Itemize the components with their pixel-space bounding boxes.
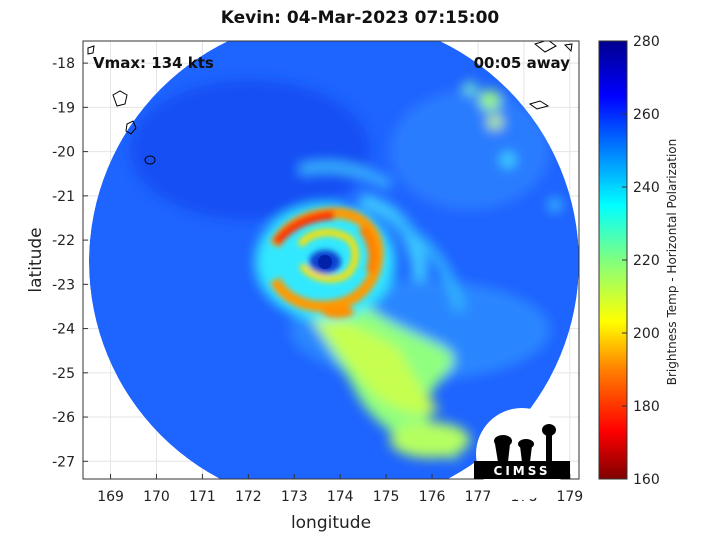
x-tick-label: 169 [97, 489, 124, 505]
y-tick-label: -27 [52, 454, 75, 470]
colorbar-label: Brightness Temp - Horizontal Polarizatio… [665, 139, 679, 386]
x-axis-ticks: 169170171172173174175176177178179 [97, 474, 583, 505]
colorbar-ticks: 280 260 240 220 200 180 160 [622, 34, 660, 488]
colorbar-tick-label: 220 [633, 253, 660, 269]
brightness-temp-swath [87, 41, 579, 479]
chart-title: Kevin: 04-Mar-2023 07:15:00 [220, 8, 500, 28]
y-tick-label: -20 [52, 145, 75, 161]
colorbar-tick-label: 240 [633, 180, 660, 196]
x-tick-label: 172 [235, 489, 262, 505]
y-tick-label: -21 [52, 189, 75, 205]
x-tick-label: 175 [373, 489, 400, 505]
x-tick-label: 174 [327, 489, 354, 505]
y-tick-label: -23 [52, 277, 75, 293]
colorbar-tick-label: 200 [633, 326, 660, 342]
logo-text: CIMSS [494, 464, 551, 478]
x-axis-label: longitude [291, 513, 371, 533]
colorbar-tick-label: 160 [633, 472, 660, 488]
vmax-annotation: Vmax: 134 kts [93, 54, 214, 72]
x-tick-label: 171 [189, 489, 216, 505]
colorbar-tick-label: 180 [633, 399, 660, 415]
x-tick-label: 173 [281, 489, 308, 505]
y-tick-label: -24 [52, 322, 75, 338]
y-axis-ticks: -18 -19 -20 -21 -22 -23 -24 -25 -26 -27 [52, 56, 88, 470]
y-axis-label: latitude [26, 227, 46, 292]
y-tick-label: -25 [52, 366, 75, 382]
x-tick-label: 170 [143, 489, 170, 505]
y-tick-label: -26 [52, 410, 75, 426]
plot-frame [82, 40, 580, 480]
y-tick-label: -19 [52, 100, 75, 116]
colorbar-tick-label: 280 [633, 34, 660, 50]
x-tick-label: 179 [556, 489, 583, 505]
x-tick-label: 176 [419, 489, 446, 505]
x-tick-label: 177 [465, 489, 492, 505]
y-tick-label: -22 [52, 233, 75, 249]
colorbar-tick-label: 260 [633, 107, 660, 123]
y-tick-label: -18 [52, 56, 75, 72]
time-offset-annotation: 00:05 away [474, 54, 571, 72]
cimss-logo: CIMSS [474, 408, 570, 500]
